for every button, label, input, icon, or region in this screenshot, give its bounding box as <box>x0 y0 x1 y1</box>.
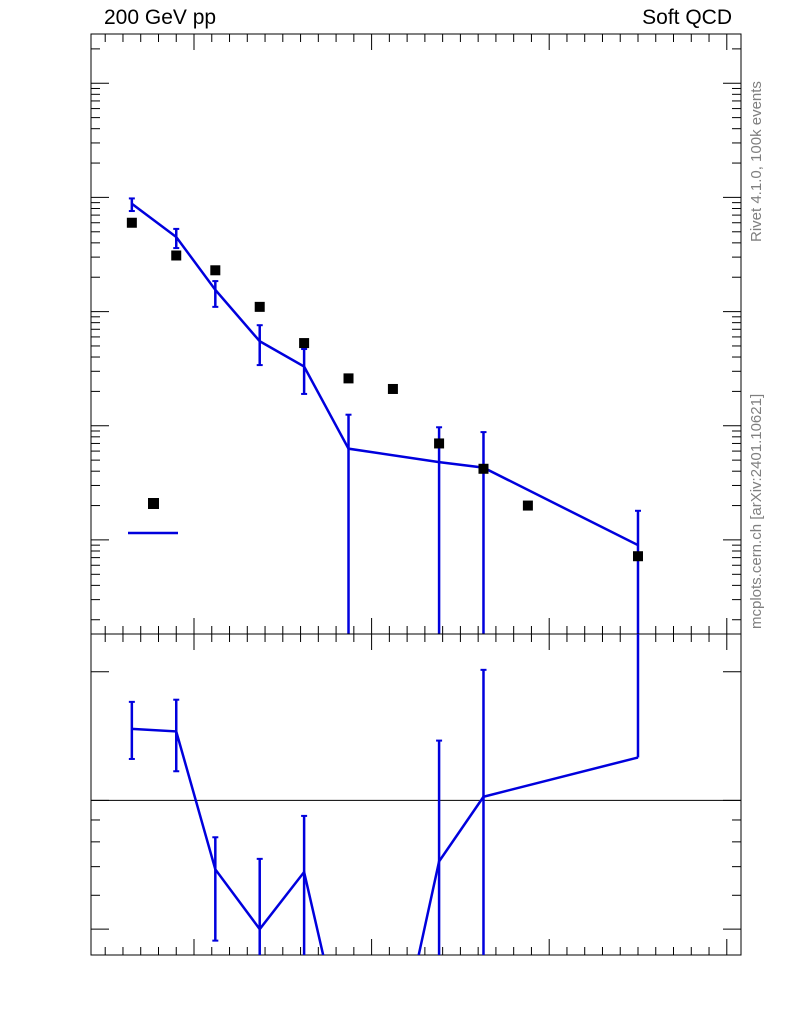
mcplots-credit-label: mcplots.cern.ch [arXiv:2401.10621] <box>748 393 765 629</box>
star-data-point <box>343 373 354 384</box>
star-data-point <box>210 265 221 276</box>
main-panel <box>90 33 742 955</box>
star-data-point <box>254 301 265 312</box>
star-data-point <box>299 338 310 349</box>
mc-series <box>128 197 641 634</box>
ratio-series <box>128 634 640 955</box>
ratio-frame <box>90 633 742 956</box>
main-frame <box>90 33 742 635</box>
star-data-point <box>434 438 445 449</box>
star-data-point <box>126 217 137 228</box>
star-data-point <box>522 500 533 511</box>
star-data-point <box>478 463 489 474</box>
star-data-point <box>171 250 182 261</box>
legend-star-marker <box>148 498 159 509</box>
star-data-point <box>387 383 398 394</box>
mc-series-line <box>131 202 639 547</box>
ratio-series-line <box>131 727 639 955</box>
header-category-label: Soft QCD <box>642 6 732 29</box>
star-data-point <box>632 551 643 562</box>
header-collision-label: 200 GeV pp <box>104 6 217 29</box>
rivet-version-label: Rivet 4.1.0, 100k events <box>748 81 765 242</box>
chart-text <box>128 498 178 535</box>
ratio-panel <box>90 633 742 956</box>
